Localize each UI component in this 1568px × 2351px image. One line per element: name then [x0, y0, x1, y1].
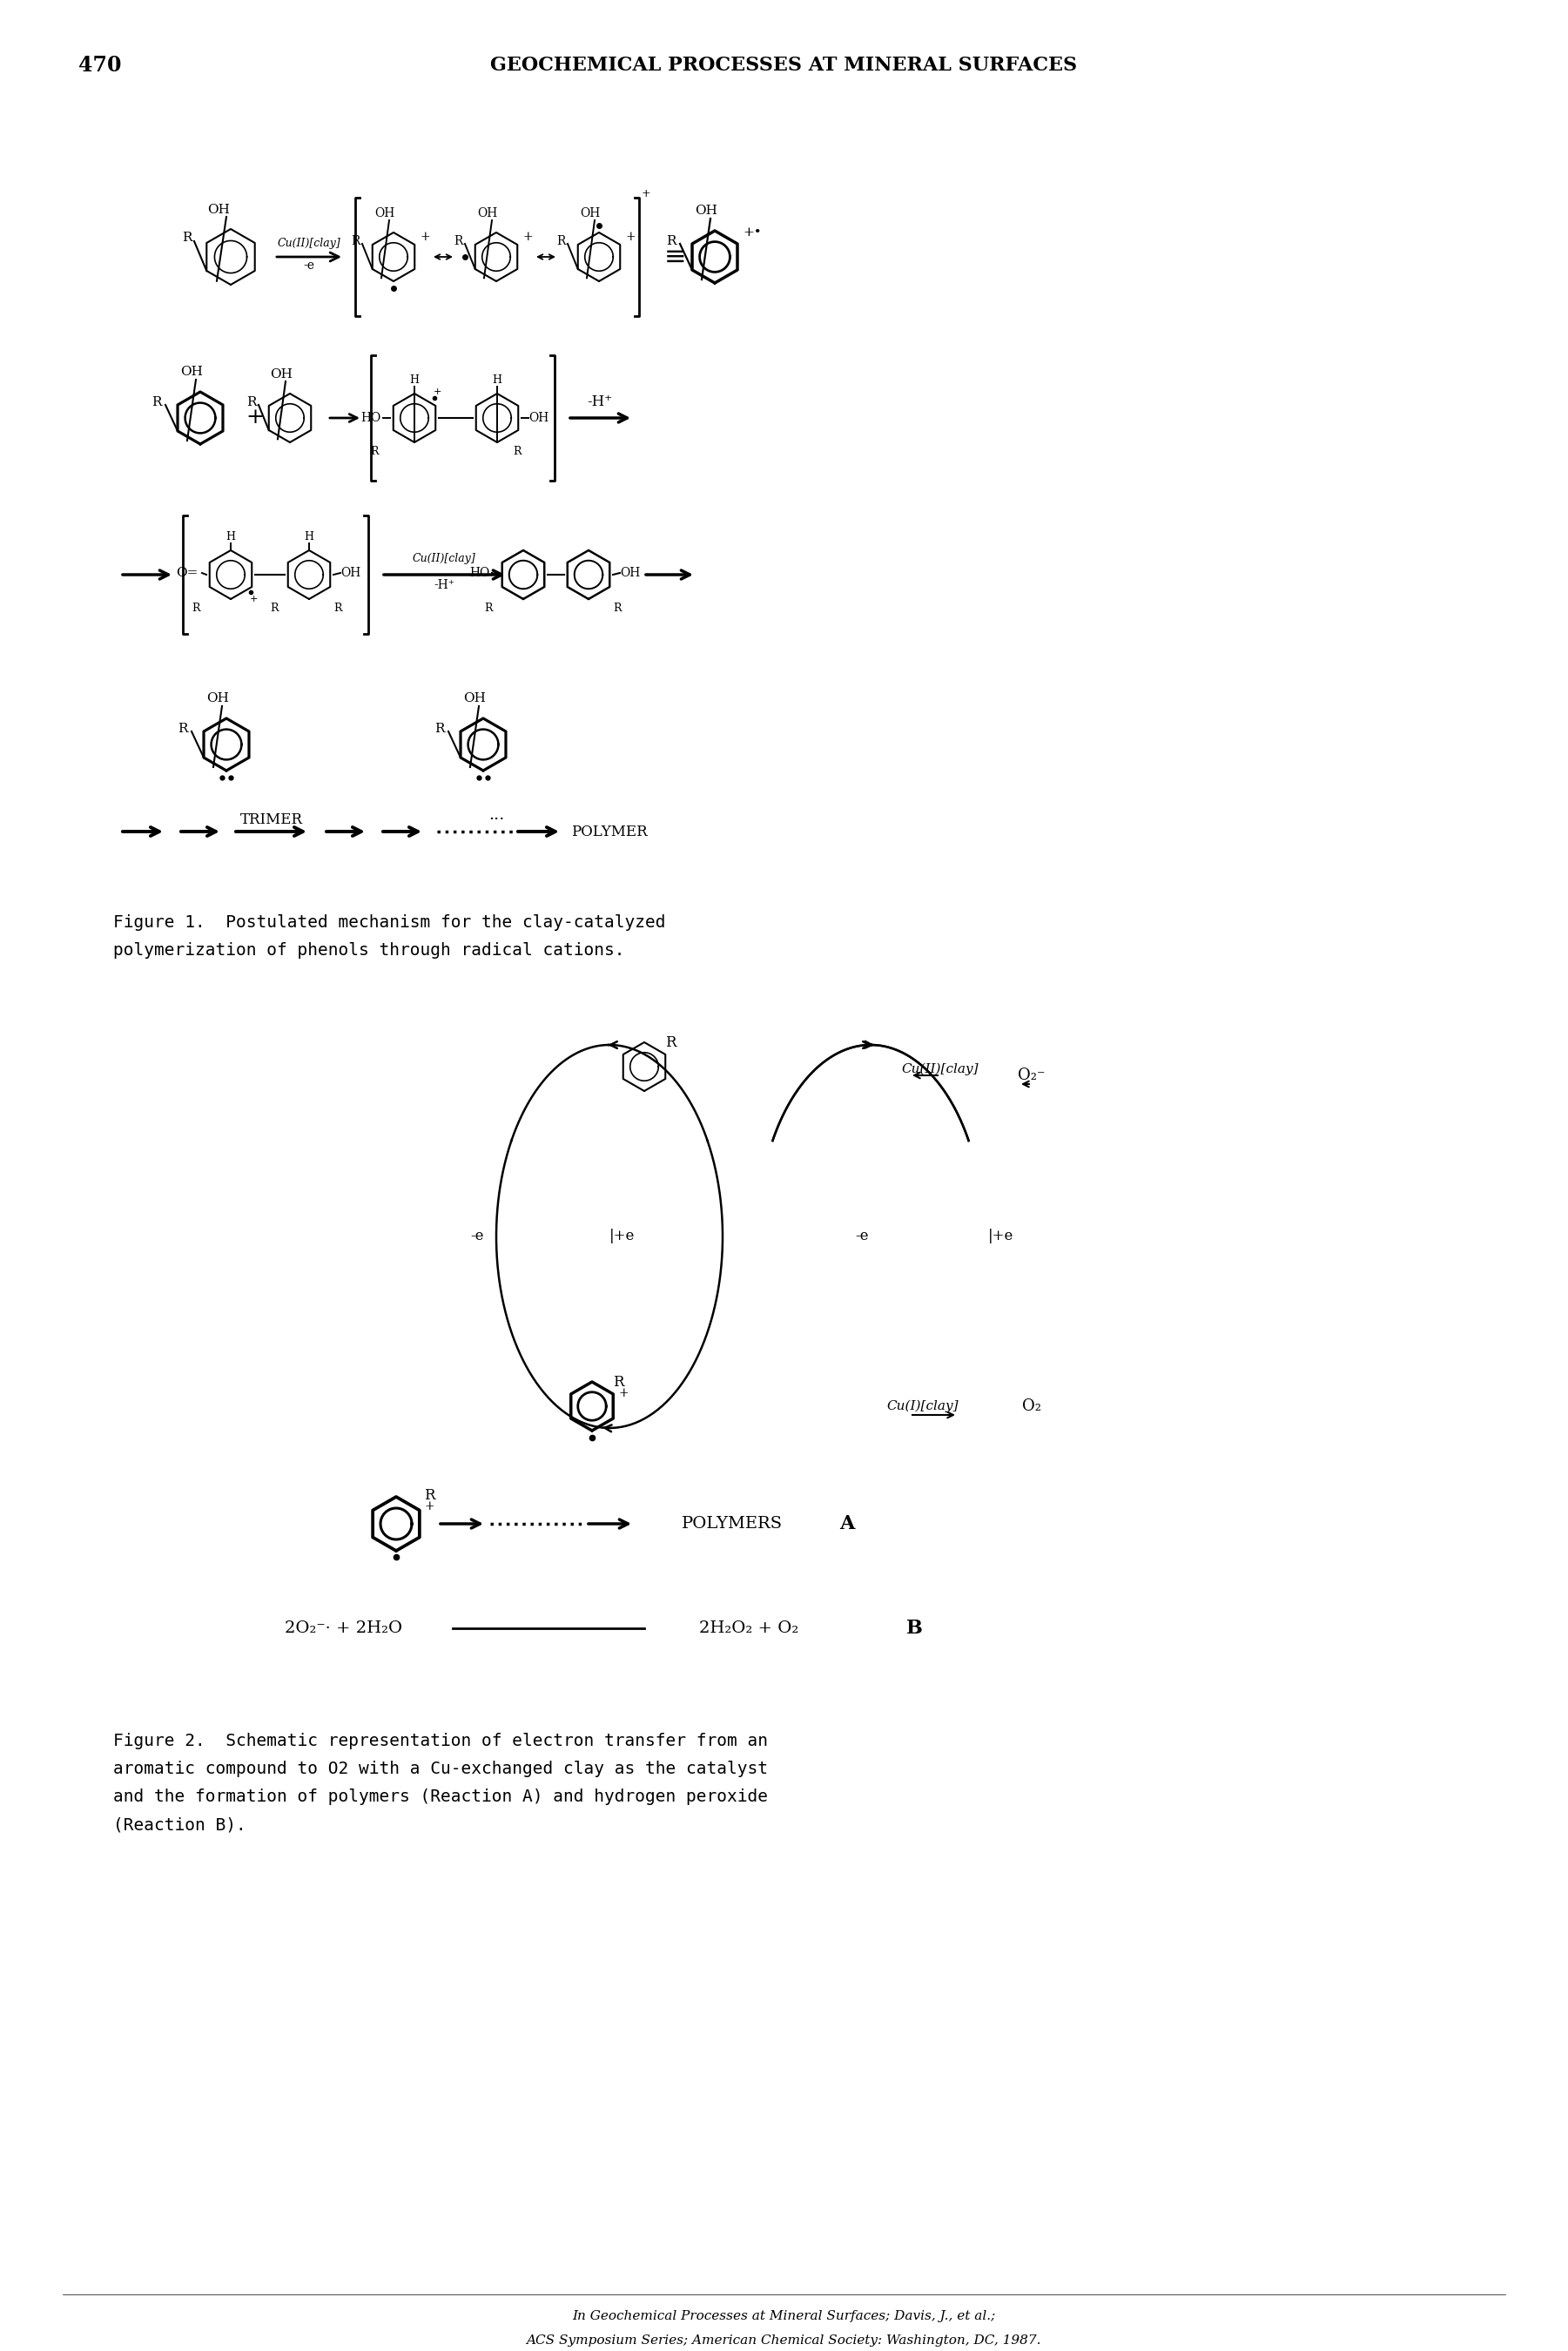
- Text: R: R: [485, 602, 492, 614]
- Text: OH: OH: [695, 205, 717, 216]
- Text: +: +: [626, 230, 635, 242]
- Text: +•: +•: [743, 226, 762, 237]
- Text: R: R: [177, 722, 188, 736]
- Text: Figure 1.  Postulated mechanism for the clay-catalyzed: Figure 1. Postulated mechanism for the c…: [113, 915, 665, 931]
- Text: +: +: [246, 409, 263, 428]
- Text: OH: OH: [207, 205, 230, 216]
- Text: +: +: [618, 1387, 629, 1399]
- Text: (Reaction B).: (Reaction B).: [113, 1817, 246, 1834]
- Text: +: +: [420, 230, 430, 242]
- Text: O₂⁻: O₂⁻: [1018, 1067, 1046, 1084]
- Text: H: H: [304, 531, 314, 543]
- Text: Cu(II)[clay]: Cu(II)[clay]: [278, 237, 340, 249]
- Text: H: H: [492, 374, 502, 386]
- Text: B: B: [906, 1620, 922, 1639]
- Text: Figure 2.  Schematic representation of electron transfer from an: Figure 2. Schematic representation of el…: [113, 1733, 768, 1749]
- Text: +: +: [425, 1500, 434, 1512]
- Text: 2H₂O₂ + O₂: 2H₂O₂ + O₂: [699, 1620, 798, 1636]
- Text: R: R: [665, 1034, 676, 1049]
- Text: HO: HO: [361, 411, 381, 423]
- Text: -e: -e: [470, 1230, 485, 1244]
- Text: +: +: [641, 188, 651, 200]
- Text: OH: OH: [580, 207, 601, 219]
- Text: |+e: |+e: [988, 1230, 1014, 1244]
- Text: R: R: [434, 722, 445, 736]
- Text: POLYMER: POLYMER: [571, 825, 648, 839]
- Text: R: R: [334, 602, 342, 614]
- Text: ≡: ≡: [665, 245, 687, 270]
- Text: -H⁺: -H⁺: [586, 395, 613, 409]
- Text: OH: OH: [207, 691, 229, 705]
- Text: R: R: [453, 235, 463, 247]
- Text: -e: -e: [304, 259, 315, 273]
- Text: R: R: [666, 235, 676, 247]
- Text: H: H: [409, 374, 419, 386]
- Text: O=: O=: [176, 567, 198, 578]
- Text: ACS Symposium Series; American Chemical Society: Washington, DC, 1987.: ACS Symposium Series; American Chemical …: [527, 2335, 1041, 2346]
- Text: A: A: [839, 1514, 855, 1533]
- Text: +: +: [522, 230, 533, 242]
- Text: R: R: [557, 235, 564, 247]
- Text: GEOCHEMICAL PROCESSES AT MINERAL SURFACES: GEOCHEMICAL PROCESSES AT MINERAL SURFACE…: [491, 56, 1077, 75]
- Text: OH: OH: [270, 369, 293, 381]
- Text: aromatic compound to O2 with a Cu-exchanged clay as the catalyst: aromatic compound to O2 with a Cu-exchan…: [113, 1761, 768, 1777]
- Text: H: H: [226, 531, 235, 543]
- Text: ···: ···: [488, 811, 505, 828]
- Text: R: R: [191, 602, 201, 614]
- Text: 470: 470: [78, 54, 121, 75]
- Text: OH: OH: [528, 411, 549, 423]
- Text: POLYMERS: POLYMERS: [682, 1516, 782, 1531]
- Text: R: R: [423, 1488, 434, 1502]
- Text: +: +: [249, 595, 257, 604]
- Text: OH: OH: [180, 367, 202, 379]
- Text: R: R: [613, 602, 621, 614]
- Text: polymerization of phenols through radical cations.: polymerization of phenols through radica…: [113, 943, 624, 959]
- Text: R: R: [152, 397, 162, 409]
- Text: In Geochemical Processes at Mineral Surfaces; Davis, J., et al.;: In Geochemical Processes at Mineral Surf…: [572, 2311, 996, 2323]
- Text: R: R: [370, 444, 378, 456]
- Text: OH: OH: [340, 567, 361, 578]
- Text: and the formation of polymers (Reaction A) and hydrogen peroxide: and the formation of polymers (Reaction …: [113, 1789, 768, 1806]
- Text: R: R: [513, 444, 521, 456]
- Text: Cu(II)[clay]: Cu(II)[clay]: [902, 1063, 978, 1074]
- Text: 2O₂⁻· + 2H₂O: 2O₂⁻· + 2H₂O: [285, 1620, 403, 1636]
- Text: Cu(I)[clay]: Cu(I)[clay]: [887, 1399, 960, 1413]
- Text: -H⁺: -H⁺: [433, 578, 455, 590]
- Text: O₂: O₂: [1022, 1399, 1041, 1413]
- Text: R: R: [351, 235, 359, 247]
- Text: R: R: [182, 233, 193, 245]
- Text: R: R: [246, 397, 257, 409]
- Text: TRIMER: TRIMER: [240, 811, 303, 828]
- Text: Cu(II)[clay]: Cu(II)[clay]: [412, 552, 475, 564]
- Text: |+e: |+e: [610, 1230, 635, 1244]
- Text: OH: OH: [621, 567, 640, 578]
- Text: OH: OH: [477, 207, 497, 219]
- Text: R: R: [270, 602, 279, 614]
- Text: +: +: [433, 388, 441, 397]
- Text: -e: -e: [855, 1230, 869, 1244]
- Text: OH: OH: [463, 691, 486, 705]
- Text: R: R: [613, 1375, 624, 1389]
- Text: OH: OH: [375, 207, 395, 219]
- Text: HO: HO: [469, 567, 489, 578]
